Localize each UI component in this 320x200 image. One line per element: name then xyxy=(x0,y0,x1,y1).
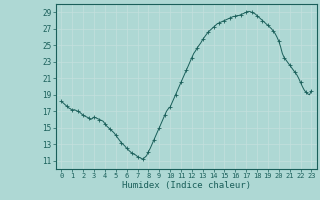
X-axis label: Humidex (Indice chaleur): Humidex (Indice chaleur) xyxy=(122,181,251,190)
